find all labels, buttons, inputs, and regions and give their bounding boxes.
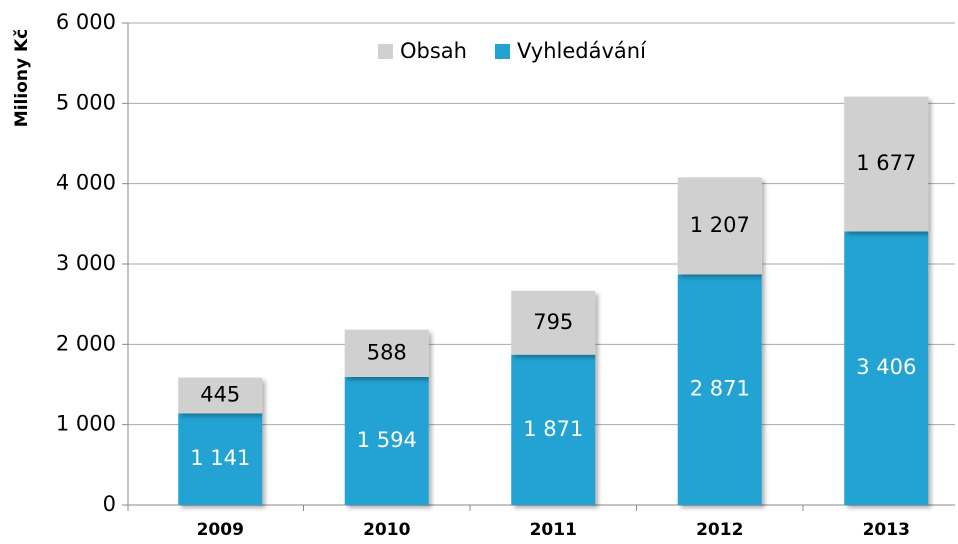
data-label: 2 871	[690, 377, 750, 401]
x-tick-label: 2012	[696, 520, 743, 540]
data-label: 1 141	[190, 446, 250, 470]
bar-segment	[511, 290, 596, 355]
y-tick-label: 1 000	[56, 412, 116, 436]
data-label: 445	[200, 382, 240, 406]
x-tick-label: 2013	[863, 520, 910, 540]
y-tick-label: 2 000	[56, 331, 116, 355]
x-tick-label: 2010	[363, 520, 410, 540]
data-label: 1 594	[357, 428, 417, 452]
legend-label: Obsah	[400, 39, 467, 63]
data-label: 1 871	[523, 417, 583, 441]
bar-segment	[511, 354, 596, 505]
y-tick-label: 5 000	[56, 90, 116, 114]
bar-segment	[677, 274, 762, 505]
data-label: 3 406	[856, 355, 916, 379]
data-label: 1 677	[856, 151, 916, 175]
data-label: 588	[367, 340, 407, 364]
y-tick-label: 3 000	[56, 251, 116, 275]
data-label: 795	[533, 310, 573, 334]
bar-segment	[178, 377, 263, 414]
x-tick-label: 2011	[530, 520, 577, 540]
bar-segment	[844, 96, 929, 232]
bar-segment	[344, 376, 429, 505]
bar-segment	[677, 177, 762, 275]
y-tick-label: 4 000	[56, 171, 116, 195]
data-label: 1 207	[690, 213, 750, 237]
legend-swatch	[494, 44, 510, 59]
y-tick-label: 0	[103, 492, 116, 516]
y-tick-label: 6 000	[56, 10, 116, 34]
y-axis-label: Miliony Kč	[12, 29, 32, 127]
legend-label: Vyhledávání	[517, 39, 647, 63]
bar-segment	[178, 413, 263, 505]
x-tick-label: 2009	[197, 520, 244, 540]
legend-swatch	[378, 44, 393, 59]
bar-segment	[844, 231, 929, 505]
bar-segment	[344, 329, 429, 377]
